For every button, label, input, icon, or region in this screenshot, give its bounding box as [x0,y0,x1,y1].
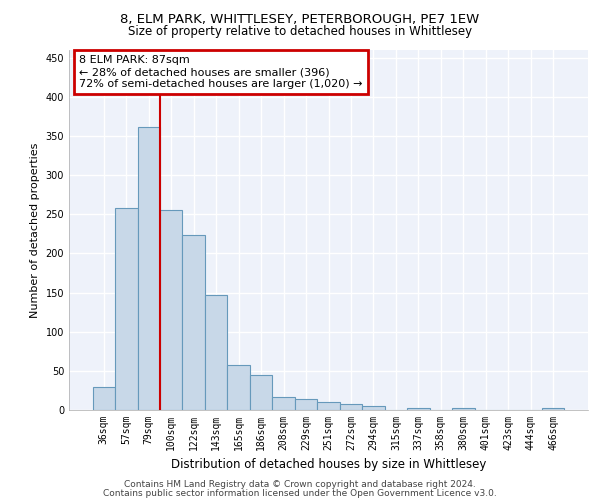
Bar [295,399,317,410]
Bar [182,234,205,410]
Bar [160,210,182,410]
Text: Size of property relative to detached houses in Whittlesey: Size of property relative to detached ho… [128,25,472,38]
Bar [115,208,137,410]
Bar [227,366,250,410]
Y-axis label: Number of detached properties: Number of detached properties [30,142,40,318]
Bar [317,402,340,410]
Text: 8 ELM PARK: 87sqm
← 28% of detached houses are smaller (396)
72% of semi-detache: 8 ELM PARK: 87sqm ← 28% of detached hous… [79,56,363,88]
Bar [542,408,565,410]
Text: 8, ELM PARK, WHITTLESEY, PETERBOROUGH, PE7 1EW: 8, ELM PARK, WHITTLESEY, PETERBOROUGH, P… [121,12,479,26]
Text: Contains HM Land Registry data © Crown copyright and database right 2024.: Contains HM Land Registry data © Crown c… [124,480,476,489]
Bar [452,408,475,410]
Text: Contains public sector information licensed under the Open Government Licence v3: Contains public sector information licen… [103,488,497,498]
Bar [362,406,385,410]
Bar [407,408,430,410]
Bar [250,375,272,410]
Bar [272,396,295,410]
Bar [137,126,160,410]
X-axis label: Distribution of detached houses by size in Whittlesey: Distribution of detached houses by size … [171,458,486,471]
Bar [92,386,115,410]
Bar [340,404,362,410]
Bar [205,295,227,410]
